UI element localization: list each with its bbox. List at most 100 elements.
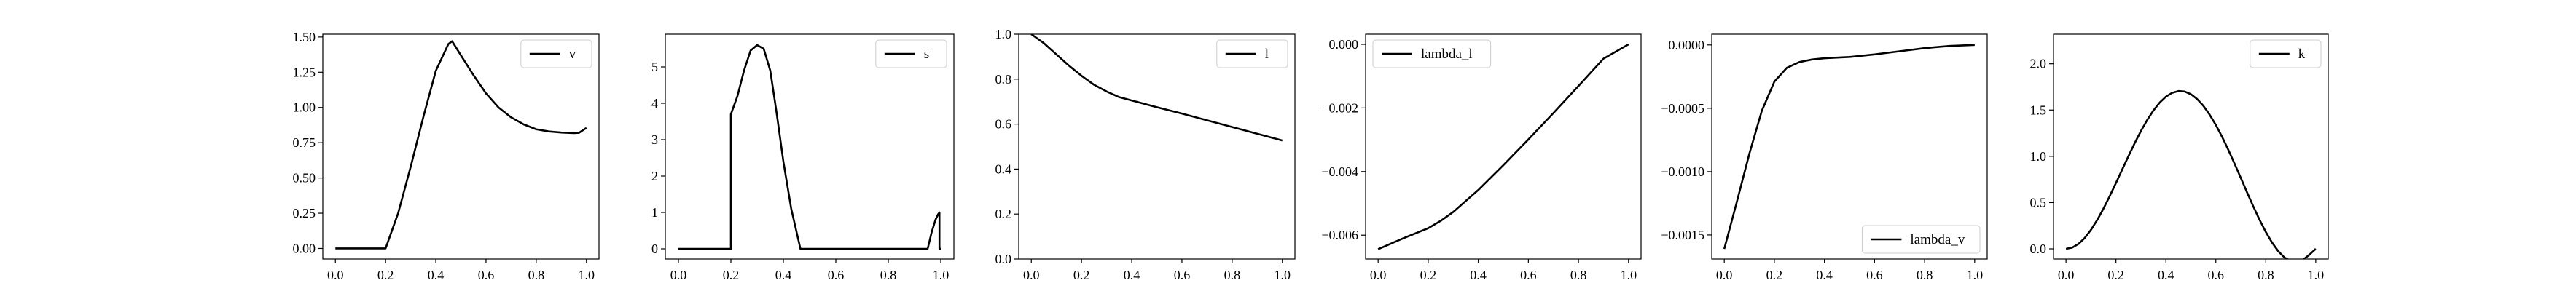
legend-box [1372,39,1492,68]
y-tick-label: 0.00 [293,241,316,255]
x-tick-label: 0.6 [1174,268,1191,282]
y-tick-label: 0 [651,242,658,256]
legend-label: l [1265,47,1269,62]
x-tick-label: 0.0 [670,268,687,282]
x-tick-label: 0.8 [528,268,545,282]
y-tick-label: 2 [651,169,658,183]
y-tick-label: 0.6 [995,117,1012,132]
series-line-l [1030,34,1283,142]
y-tick-label: 0.0 [995,252,1012,266]
x-tick-label: 1.0 [1275,268,1291,282]
y-tick-label: −0.006 [1321,228,1358,242]
x-tick-label: 0.6 [828,268,845,282]
legend: k [2250,39,2322,68]
x-tick-label: 0.2 [1073,268,1090,282]
y-tick-label: 0.75 [293,135,316,150]
y-tick-label: 1.5 [2030,103,2047,117]
legend-label: lambda_v [1910,232,1965,247]
x-tick-label: 1.0 [579,268,595,282]
y-tick-label: −0.002 [1321,100,1358,115]
axes-frame [2053,33,2329,260]
x-tick-label: 0.6 [1520,268,1537,282]
axes-frame [322,33,600,260]
series-line-k [2065,89,2317,259]
y-tick-label: 3 [651,132,658,147]
x-tick-label: 0.2 [2107,268,2124,282]
legend-label: k [2298,47,2306,62]
axes-frame [1711,33,1988,260]
y-tick-label: 0.25 [293,206,316,220]
y-tick-label: 1.50 [293,30,316,44]
y-tick-label: 0.2 [995,207,1012,221]
y-tick-label: 0.50 [293,171,316,186]
x-tick-label: 0.8 [1570,268,1587,282]
series-line-lambda_l [1377,43,1629,250]
y-tick-label: −0.0015 [1661,228,1704,242]
legend-label: v [569,47,576,62]
axes-frame [1365,33,1642,260]
y-tick-label: 5 [651,60,658,74]
y-tick-label: 1.00 [293,100,316,115]
x-tick-label: 0.8 [2258,268,2274,282]
subplot-3: 0.0 0.2 0.4 0.6 0.8 1.0 0.0 0.2 0.4 0.6 0.8 1.0 l [995,27,1296,282]
x-tick-label: 0.8 [1224,268,1241,282]
legend: lambda_l [1372,39,1492,68]
x-tick-label: 1.0 [1967,268,1984,282]
x-tick-label: 0.0 [1716,268,1733,282]
subplot-4: 0.0 0.2 0.4 0.6 0.8 1.0 0.000 −0.002 −0.004 −0.00… [1321,33,1642,282]
y-tick-label: 4 [651,96,658,111]
legend-label: lambda_l [1421,47,1473,62]
y-tick-label: −0.004 [1321,164,1358,179]
x-tick-label: 0.6 [2208,268,2225,282]
x-tick-label: 1.0 [1621,268,1637,282]
y-tick-label: 1 [651,205,658,220]
x-tick-label: 0.4 [428,268,445,282]
axes-frame [665,33,955,260]
x-tick-label: 0.2 [377,268,394,282]
legend: s [875,39,947,68]
x-tick-label: 0.0 [327,268,344,282]
y-tick-label: 1.0 [995,27,1012,41]
y-tick-label: 1.25 [293,65,316,79]
x-tick-label: 1.0 [933,268,950,282]
legend-label: s [924,47,929,62]
series-line-lambda_v [1723,44,1975,250]
y-tick-label: 0.5 [2030,195,2047,210]
x-tick-label: 0.0 [2058,268,2075,282]
x-tick-label: 0.4 [2158,268,2174,282]
legend: v [520,39,592,68]
x-tick-label: 0.0 [1370,268,1387,282]
x-tick-label: 0.6 [478,268,495,282]
y-tick-label: 2.0 [2030,57,2047,71]
x-tick-label: 0.6 [1866,268,1883,282]
x-tick-label: 0.0 [1023,268,1040,282]
y-tick-label: 1.0 [2030,149,2047,164]
subplot-6: 0.0 0.2 0.4 0.6 0.8 1.0 0.0 0.5 1.0 1.5 2.0 k [2030,33,2329,282]
x-tick-label: 1.0 [2308,268,2325,282]
subplot-1: 0.0 0.2 0.4 0.6 0.8 1.0 0.00 0.25 0.50 0.75 1.00 1.… [293,30,600,282]
y-tick-label: 0.0 [2030,242,2047,256]
y-tick-label: 0.8 [995,72,1012,87]
x-tick-label: 0.2 [1420,268,1437,282]
subplot-5: 0.0 0.2 0.4 0.6 0.8 1.0 0.0000 −0.0005 −0.0010 −0… [1661,33,1988,282]
y-tick-label: −0.0005 [1661,101,1704,116]
x-tick-label: 0.8 [880,268,897,282]
series-line-v [335,40,587,250]
legend: l [1216,39,1288,68]
legend: lambda_v [1861,225,1981,254]
y-tick-label: −0.0010 [1661,164,1704,179]
x-tick-label: 0.8 [1917,268,1933,282]
x-tick-label: 0.2 [723,268,740,282]
subplot-2: 0.0 0.2 0.4 0.6 0.8 1.0 0 1 2 3 4 5 s [651,33,955,282]
series-line-s [678,44,941,250]
y-tick-label: 0.0000 [1669,38,1705,52]
x-tick-label: 0.4 [1124,268,1140,282]
y-tick-label: 0.4 [995,162,1012,176]
x-tick-label: 0.4 [1470,268,1487,282]
y-tick-label: 0.000 [1329,37,1359,52]
x-tick-label: 0.4 [1816,268,1833,282]
legend-box [1861,225,1981,254]
x-tick-label: 0.2 [1766,268,1783,282]
x-tick-label: 0.4 [775,268,792,282]
